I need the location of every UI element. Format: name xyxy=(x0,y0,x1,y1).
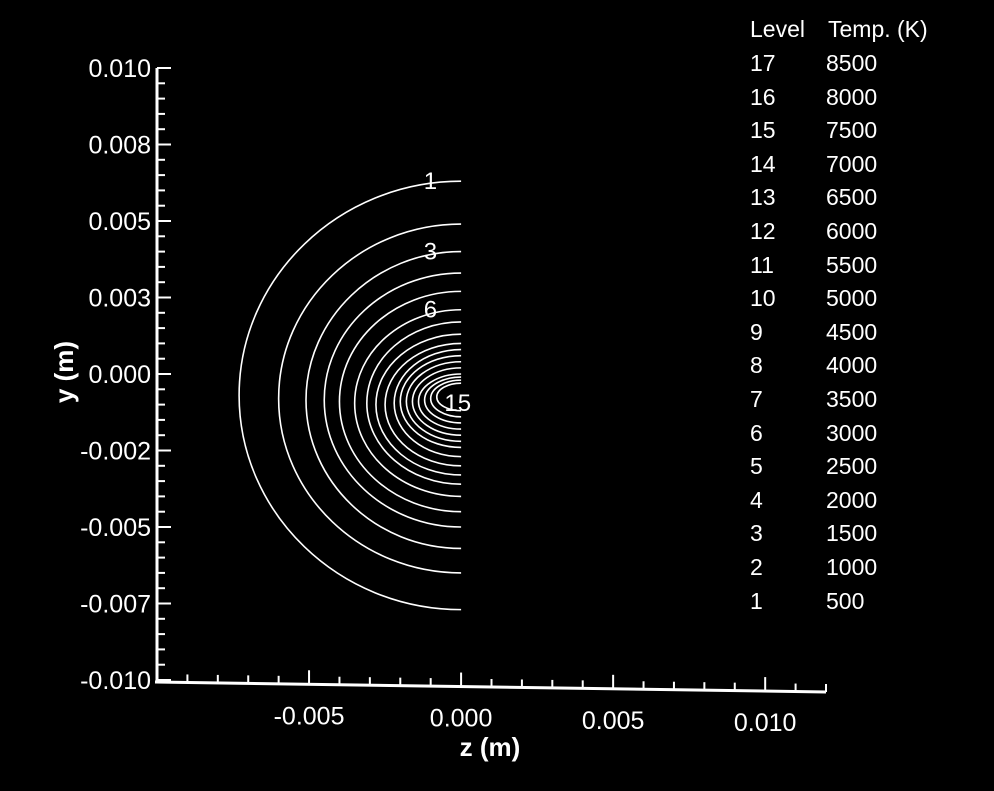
legend-level: 14 xyxy=(750,150,776,177)
legend-temp: 2000 xyxy=(826,486,878,513)
legend-row: 4 2000 xyxy=(742,487,982,521)
contour-level-8 xyxy=(375,333,462,476)
contour-level-5 xyxy=(338,290,462,513)
legend-level: 10 xyxy=(750,285,776,312)
contour-level-17 xyxy=(435,382,462,412)
legend-level: 12 xyxy=(750,217,776,244)
legend-row: 6 3000 xyxy=(742,420,982,454)
legend-level: 15 xyxy=(750,117,776,144)
legend-row: 8 4000 xyxy=(742,352,982,386)
contour-label-15: 15 xyxy=(444,390,471,417)
legend-row: 5 2500 xyxy=(742,453,982,487)
legend-row: 7 3500 xyxy=(742,386,982,420)
legend-row: 12 6000 xyxy=(742,218,982,252)
legend-temp: 2500 xyxy=(826,453,878,480)
contour-label-6: 6 xyxy=(424,297,437,324)
legend-row: 1 500 xyxy=(742,588,982,622)
legend-row: 3 1500 xyxy=(742,520,982,554)
legend-level: 16 xyxy=(750,83,776,110)
legend: Level Temp. (K) 17 8500 16 8000 15 7500 14 7000… xyxy=(742,16,982,621)
legend-temp: 500 xyxy=(826,587,865,614)
legend-level: 1 xyxy=(750,587,763,614)
legend-row: 17 8500 xyxy=(742,50,982,84)
y-tick-label: 0.003 xyxy=(88,285,151,313)
legend-level: 9 xyxy=(750,318,763,345)
legend-temp: 6500 xyxy=(826,184,878,211)
x-tick-label: 0.000 xyxy=(430,705,493,733)
contour-label-3: 3 xyxy=(424,239,437,266)
y-tick-label: -0.005 xyxy=(80,514,151,542)
contour-label-1: 1 xyxy=(424,168,437,195)
legend-temp: 1500 xyxy=(826,520,878,547)
legend-level: 5 xyxy=(750,453,763,480)
x-tick-label: 0.005 xyxy=(582,707,645,735)
contour-level-12 xyxy=(405,360,462,443)
legend-row: 10 5000 xyxy=(742,285,982,319)
contour-level-6 xyxy=(353,308,462,498)
legend-temp: 6000 xyxy=(826,217,878,244)
legend-row: 11 5500 xyxy=(742,252,982,286)
x-tick-label: -0.005 xyxy=(274,702,345,730)
contour-level-14 xyxy=(417,373,462,430)
legend-row: 13 6500 xyxy=(742,184,982,218)
legend-temp: 4000 xyxy=(826,352,878,379)
legend-row: 9 4500 xyxy=(742,319,982,353)
y-tick-label: 0.010 xyxy=(88,55,151,83)
legend-level: 3 xyxy=(750,520,763,547)
y-tick-label: 0.005 xyxy=(88,208,151,236)
contour-level-4 xyxy=(323,272,462,528)
legend-header-temp: Temp. (K) xyxy=(828,16,928,42)
legend-header: Level Temp. (K) xyxy=(742,16,982,46)
contour-level-1 xyxy=(238,180,462,611)
legend-level: 4 xyxy=(750,486,763,513)
legend-temp: 5000 xyxy=(826,285,878,312)
contour-level-2 xyxy=(277,223,462,574)
contour-level-3 xyxy=(305,250,462,550)
axes xyxy=(154,67,827,694)
y-axis-title: y (m) xyxy=(49,341,79,403)
legend-temp: 3000 xyxy=(826,419,878,446)
legend-row: 14 7000 xyxy=(742,151,982,185)
contour-level-15 xyxy=(423,376,462,424)
contour-level-10 xyxy=(393,348,462,458)
contour-level-9 xyxy=(384,342,462,467)
contour-labels: 1 3 6 15 xyxy=(424,168,471,417)
y-tick-label: 0.008 xyxy=(88,132,151,160)
legend-level: 2 xyxy=(750,553,763,580)
legend-level: 11 xyxy=(750,251,774,278)
legend-temp: 5500 xyxy=(826,251,878,278)
legend-temp: 1000 xyxy=(826,553,878,580)
legend-level: 8 xyxy=(750,352,763,379)
contour-level-7 xyxy=(366,321,462,485)
legend-temp: 8000 xyxy=(826,83,878,110)
contour-level-16 xyxy=(429,379,462,418)
contour-level-13 xyxy=(411,367,462,436)
contour-lines xyxy=(238,180,462,611)
legend-level: 6 xyxy=(750,419,763,446)
legend-temp: 7500 xyxy=(826,117,878,144)
legend-temp: 7000 xyxy=(826,150,878,177)
x-axis-title: z (m) xyxy=(460,732,521,762)
tick-labels: 0.010 0.008 0.005 0.003 0.000 -0.002 -0.005 -0.… xyxy=(80,55,796,737)
legend-row: 15 7500 xyxy=(742,117,982,151)
legend-level: 17 xyxy=(750,50,776,76)
legend-temp: 3500 xyxy=(826,385,878,412)
legend-level: 13 xyxy=(750,184,776,211)
y-tick-label: -0.002 xyxy=(80,438,151,466)
legend-row: 2 1000 xyxy=(742,554,982,588)
legend-header-level: Level xyxy=(750,16,805,42)
legend-level: 7 xyxy=(750,385,763,412)
y-tick-label: 0.000 xyxy=(88,361,151,389)
y-tick-label: -0.007 xyxy=(80,591,151,619)
legend-temp: 8500 xyxy=(826,50,878,76)
legend-row: 16 8000 xyxy=(742,84,982,118)
legend-rows: 17 8500 16 8000 15 7500 14 7000 13 6500 12 6000 11 55… xyxy=(742,50,982,621)
contour-level-11 xyxy=(399,354,462,449)
legend-temp: 4500 xyxy=(826,318,878,345)
y-tick-label: -0.010 xyxy=(80,667,151,695)
x-tick-label: 0.010 xyxy=(734,709,797,737)
